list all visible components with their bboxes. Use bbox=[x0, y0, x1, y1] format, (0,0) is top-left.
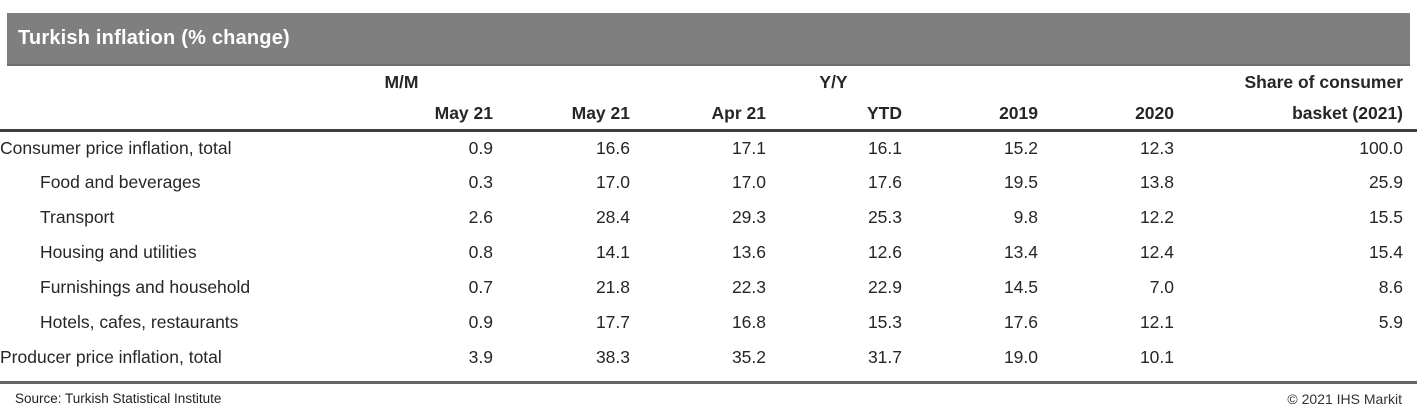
row-label: Furnishings and household bbox=[40, 277, 251, 297]
table-row: Food and beverages 0.3 17.0 17.0 17.6 19… bbox=[0, 165, 1417, 200]
data-cell: 17.6 bbox=[867, 172, 902, 192]
table-title: Turkish inflation (% change) bbox=[18, 27, 290, 49]
table-row: Producer price inflation, total 3.9 38.3… bbox=[0, 340, 1417, 375]
row-label: Hotels, cafes, restaurants bbox=[40, 312, 239, 332]
data-cell: 19.0 bbox=[1003, 347, 1038, 367]
header-columns-row: May 21 May 21 Apr 21 YTD 2019 2020 baske… bbox=[0, 98, 1417, 132]
data-cell: 15.3 bbox=[867, 312, 902, 332]
data-cell: 9.8 bbox=[1013, 207, 1038, 227]
data-cell: 29.3 bbox=[731, 207, 766, 227]
data-cell: 2.6 bbox=[468, 207, 493, 227]
data-cell: 35.2 bbox=[731, 347, 766, 367]
data-cell: 13.6 bbox=[731, 242, 766, 262]
col-group-mm: M/M bbox=[384, 71, 419, 92]
col-header-apr21: Apr 21 bbox=[630, 98, 766, 132]
source-text: Source: Turkish Statistical Institute bbox=[15, 391, 222, 406]
table-row: Consumer price inflation, total 0.9 16.6… bbox=[0, 130, 1417, 165]
data-cell: 14.1 bbox=[595, 242, 630, 262]
data-cell: 0.8 bbox=[468, 242, 493, 262]
data-cell: 12.2 bbox=[1139, 207, 1175, 227]
header-group-row: M/M Y/Y Share of consumer bbox=[0, 66, 1417, 98]
data-cell: 16.8 bbox=[731, 312, 766, 332]
data-cell: 38.3 bbox=[595, 347, 630, 367]
col-group-yy: Y/Y bbox=[819, 71, 848, 92]
data-cell: 31.7 bbox=[867, 347, 902, 367]
col-header-yy-may21: May 21 bbox=[493, 98, 630, 132]
copyright-text: © 2021 IHS Markit bbox=[1287, 391, 1402, 407]
data-cell: 19.5 bbox=[1003, 172, 1038, 192]
data-cell: 21.8 bbox=[595, 277, 630, 297]
data-cell: 17.0 bbox=[595, 172, 630, 192]
row-label: Consumer price inflation, total bbox=[0, 137, 232, 158]
data-cell: 28.4 bbox=[595, 207, 630, 227]
data-cell: 25.3 bbox=[867, 207, 902, 227]
col-header-share-line1: Share of consumer bbox=[1244, 71, 1404, 92]
inflation-table: M/M Y/Y Share of consumer May 21 May 21 … bbox=[0, 66, 1417, 375]
footer-divider bbox=[0, 381, 1417, 384]
data-cell: 12.3 bbox=[1139, 137, 1175, 158]
data-cell: 10.1 bbox=[1139, 347, 1175, 367]
header-spacer bbox=[0, 98, 310, 132]
data-cell: 8.6 bbox=[1378, 277, 1404, 297]
data-cell: 100.0 bbox=[1359, 137, 1404, 158]
table-row: Transport 2.6 28.4 29.3 25.3 9.8 12.2 15… bbox=[0, 200, 1417, 235]
data-cell: 0.7 bbox=[468, 277, 493, 297]
data-cell: 12.6 bbox=[867, 242, 902, 262]
data-cell: 0.3 bbox=[468, 172, 493, 192]
row-label: Transport bbox=[40, 207, 115, 227]
data-cell: 3.9 bbox=[468, 347, 493, 367]
data-cell: 25.9 bbox=[1368, 172, 1404, 192]
table-row: Hotels, cafes, restaurants 0.9 17.7 16.8… bbox=[0, 305, 1417, 340]
data-cell: 15.2 bbox=[1003, 137, 1038, 158]
data-cell: 15.4 bbox=[1368, 242, 1404, 262]
data-cell: 16.1 bbox=[867, 137, 902, 158]
data-cell: 16.6 bbox=[595, 137, 630, 158]
table-row: Housing and utilities 0.8 14.1 13.6 12.6… bbox=[0, 235, 1417, 270]
title-bar: Turkish inflation (% change) bbox=[7, 13, 1410, 66]
data-cell: 14.5 bbox=[1003, 277, 1038, 297]
data-cell: 13.4 bbox=[1003, 242, 1038, 262]
header-spacer bbox=[0, 66, 310, 98]
data-cell: 12.4 bbox=[1139, 242, 1175, 262]
data-cell: 17.6 bbox=[1003, 312, 1038, 332]
col-header-2020: 2020 bbox=[1038, 98, 1175, 132]
row-label: Food and beverages bbox=[40, 172, 201, 192]
data-cell bbox=[1174, 340, 1417, 375]
row-label: Producer price inflation, total bbox=[0, 347, 222, 367]
col-header-mm-may21: May 21 bbox=[310, 98, 493, 132]
data-cell: 22.9 bbox=[867, 277, 902, 297]
data-cell: 12.1 bbox=[1139, 312, 1175, 332]
data-cell: 5.9 bbox=[1378, 312, 1404, 332]
data-cell: 7.0 bbox=[1149, 277, 1175, 297]
data-cell: 13.8 bbox=[1139, 172, 1175, 192]
table-row: Furnishings and household 0.7 21.8 22.3 … bbox=[0, 270, 1417, 305]
col-header-ytd: YTD bbox=[766, 98, 902, 132]
data-cell: 15.5 bbox=[1368, 207, 1404, 227]
row-label: Housing and utilities bbox=[40, 242, 197, 262]
data-cell: 0.9 bbox=[468, 312, 493, 332]
col-header-share-line2: basket (2021) bbox=[1174, 98, 1417, 132]
col-header-2019: 2019 bbox=[902, 98, 1038, 132]
data-cell: 17.7 bbox=[595, 312, 630, 332]
data-cell: 0.9 bbox=[468, 137, 493, 158]
data-cell: 17.1 bbox=[731, 137, 766, 158]
data-cell: 22.3 bbox=[731, 277, 766, 297]
data-cell: 17.0 bbox=[731, 172, 766, 192]
